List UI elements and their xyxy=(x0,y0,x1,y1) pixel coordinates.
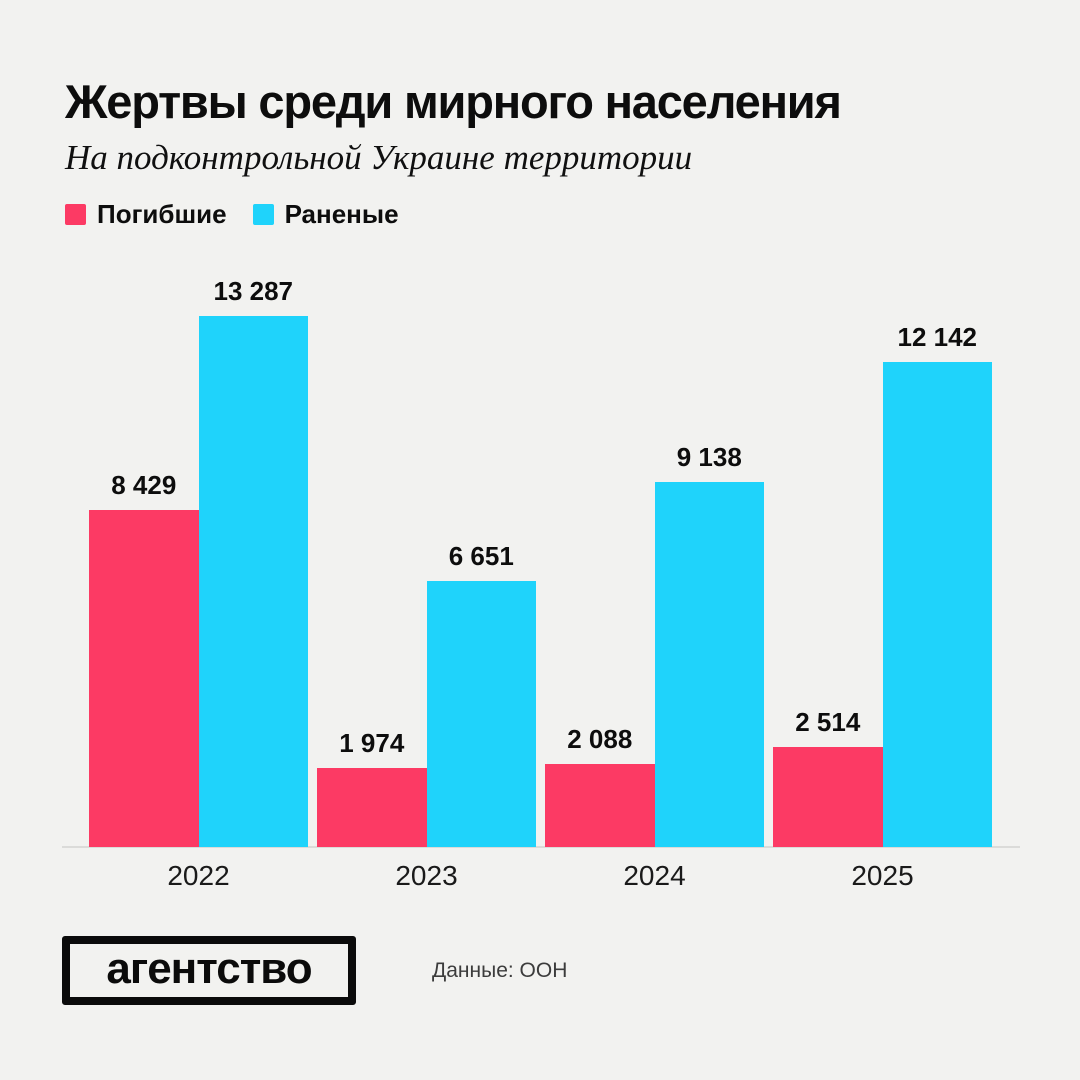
bar-wounded-2025 xyxy=(882,362,992,847)
data-source-note: Данные: ООН xyxy=(432,959,568,982)
legend-label-wounded: Раненые xyxy=(284,199,399,229)
bar-wounded-2022 xyxy=(198,316,308,847)
bar-value-label-wounded-2023: 6 651 xyxy=(448,541,514,571)
chart-legend: Погибшие Раненые xyxy=(65,199,399,230)
x-axis-line xyxy=(62,846,1020,848)
bar-value-label-killed-2023: 1 974 xyxy=(339,728,405,758)
x-axis-label-2022: 2022 xyxy=(167,860,230,891)
bar-value-label-wounded-2025: 12 142 xyxy=(897,322,978,352)
bar-wounded-2024 xyxy=(654,482,764,847)
bar-value-label-wounded-2024: 9 138 xyxy=(676,442,742,472)
chart-area: 8 429 13 287 2022 1 974 6 651 2023 2 088 9 138 2… xyxy=(62,0,1020,891)
legend-item-wounded: Раненые xyxy=(252,199,399,230)
bar-killed-2023 xyxy=(317,768,427,847)
legend-swatch-wounded xyxy=(252,204,274,225)
bar-value-label-killed-2025: 2 514 xyxy=(795,707,861,737)
legend-swatch-killed xyxy=(65,204,86,225)
page-title: Жертвы среди мирного населения xyxy=(65,75,842,128)
bar-killed-2025 xyxy=(773,747,883,847)
x-axis-label-2024: 2024 xyxy=(623,860,686,891)
bar-killed-2024 xyxy=(545,764,655,847)
agentstvo-logo-text: агентство xyxy=(106,943,312,993)
bar-killed-2022 xyxy=(89,510,199,847)
x-axis-label-2025: 2025 xyxy=(851,860,914,891)
bar-value-label-wounded-2022: 13 287 xyxy=(213,276,294,306)
bar-wounded-2023 xyxy=(426,581,536,847)
legend-item-killed: Погибшие xyxy=(65,199,227,230)
bar-value-label-killed-2022: 8 429 xyxy=(111,470,177,500)
legend-label-killed: Погибшие xyxy=(97,199,227,229)
page-subtitle: На подконтрольной Украине территории xyxy=(65,138,693,177)
bar-value-label-killed-2024: 2 088 xyxy=(567,724,633,754)
agentstvo-logo: агентство xyxy=(62,936,356,1005)
x-axis-label-2023: 2023 xyxy=(395,860,458,891)
